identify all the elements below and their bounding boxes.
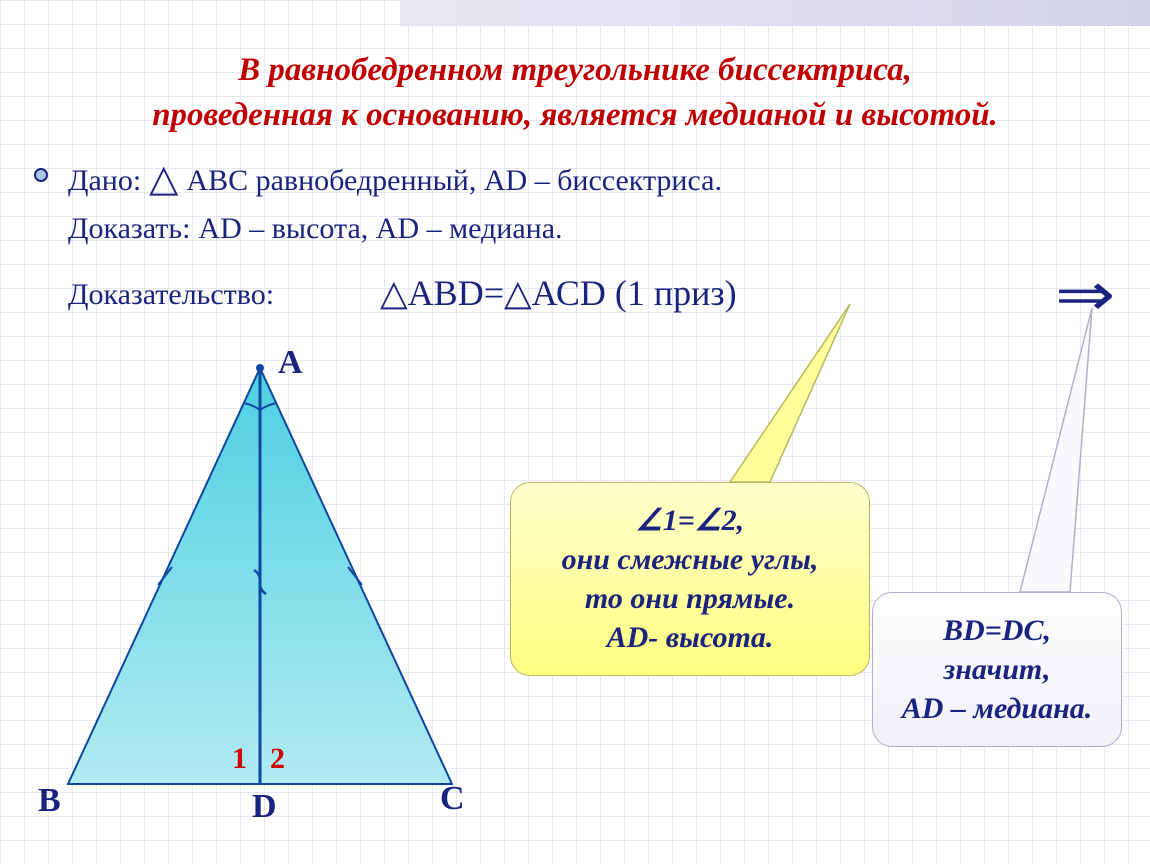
vertex-label-d: D [252,788,277,826]
vertex-label-b: B [38,782,61,820]
title-line-2: проведенная к основанию, является медиан… [152,97,998,133]
callout2-line3: AD – медиана. [897,689,1097,728]
vertex-label-c: C [440,780,465,818]
slide-title: В равнобедренном треугольнике биссектрис… [0,48,1150,137]
bullet-icon [34,168,48,182]
given-text: АВС равнобедренный, АD – биссектриса. [186,164,722,198]
callout-median: BD=DC, значит, AD – медиана. [872,592,1122,747]
callout1-line3: то они прямые. [535,579,845,618]
proof-equation: △АВD=△АСD (1 приз) [380,272,737,314]
triangle-symbol-icon: △ [149,156,178,201]
vertex-label-a: A [278,344,303,382]
prove-row: Доказать: АD – высота, АD – медиана. [68,212,563,246]
triangle-svg [20,330,480,830]
callout-angles: ∠1=∠2, они смежные углы, то они прямые. … [510,482,870,676]
title-line-1: В равнобедренном треугольнике биссектрис… [238,52,912,88]
implies-arrow-icon: ⇒ [1055,260,1115,330]
angle-1: 1 [232,742,247,776]
prove-text: АD – высота, АD – медиана. [198,212,562,246]
prove-label: Доказать: [68,212,190,246]
callout2-line2: значит, [897,650,1097,689]
given-row: Дано: △ АВС равнобедренный, АD – биссект… [68,158,722,203]
proof-label: Доказательство: [68,278,274,312]
angle-2: 2 [270,742,285,776]
triangle-diagram: A B C D 1 2 [20,330,480,830]
vertex-a-dot [256,364,264,372]
callout1-line4: AD- высота. [535,618,845,657]
callout1-line2: они смежные углы, [535,540,845,579]
given-label: Дано: [68,164,141,198]
proof-label-row: Доказательство: [68,278,274,312]
callout2-line1: BD=DC, [897,611,1097,650]
header-stripe [400,0,1150,26]
callout1-line1: ∠1=∠2, [535,501,845,540]
